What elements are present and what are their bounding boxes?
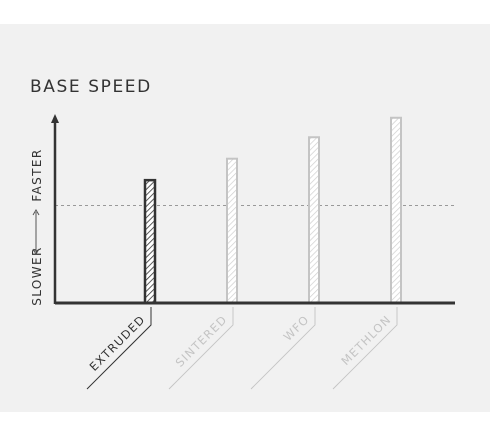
- chart-title: BASE SPEED: [30, 77, 152, 97]
- y-axis-arrow-icon: [51, 114, 59, 123]
- y-axis-annotation: FASTER SLOWER: [30, 148, 44, 305]
- bar-chart: BASE SPEED FASTER SLOWER EXTRUDED SINTERE…: [30, 77, 455, 390]
- category-label-extruded: EXTRUDED: [87, 312, 148, 373]
- bar-wfo: [308, 136, 320, 304]
- chart-panel: BASE SPEED FASTER SLOWER EXTRUDED SINTERE…: [0, 24, 490, 412]
- double-arrow-icon: [32, 209, 40, 255]
- category-label-sintered: SINTERED: [173, 312, 230, 369]
- label-leader-extruded: [86, 307, 152, 390]
- bar-methlon: [390, 116, 402, 304]
- label-leader-wfo: [250, 307, 316, 390]
- label-leader-sintered: [168, 307, 234, 390]
- category-label-wfo: WFO: [281, 312, 313, 344]
- label-leader-methlon: [332, 307, 398, 390]
- bar-extruded: [143, 178, 157, 305]
- bar-sintered: [226, 157, 238, 304]
- bars-group: [143, 116, 402, 305]
- axes: [51, 114, 455, 305]
- category-labels: EXTRUDED SINTERED WFO METHLON: [86, 307, 398, 390]
- y-axis-low-label: SLOWER: [30, 246, 44, 306]
- category-label-methlon: METHLON: [338, 312, 394, 368]
- y-axis-high-label: FASTER: [30, 148, 44, 201]
